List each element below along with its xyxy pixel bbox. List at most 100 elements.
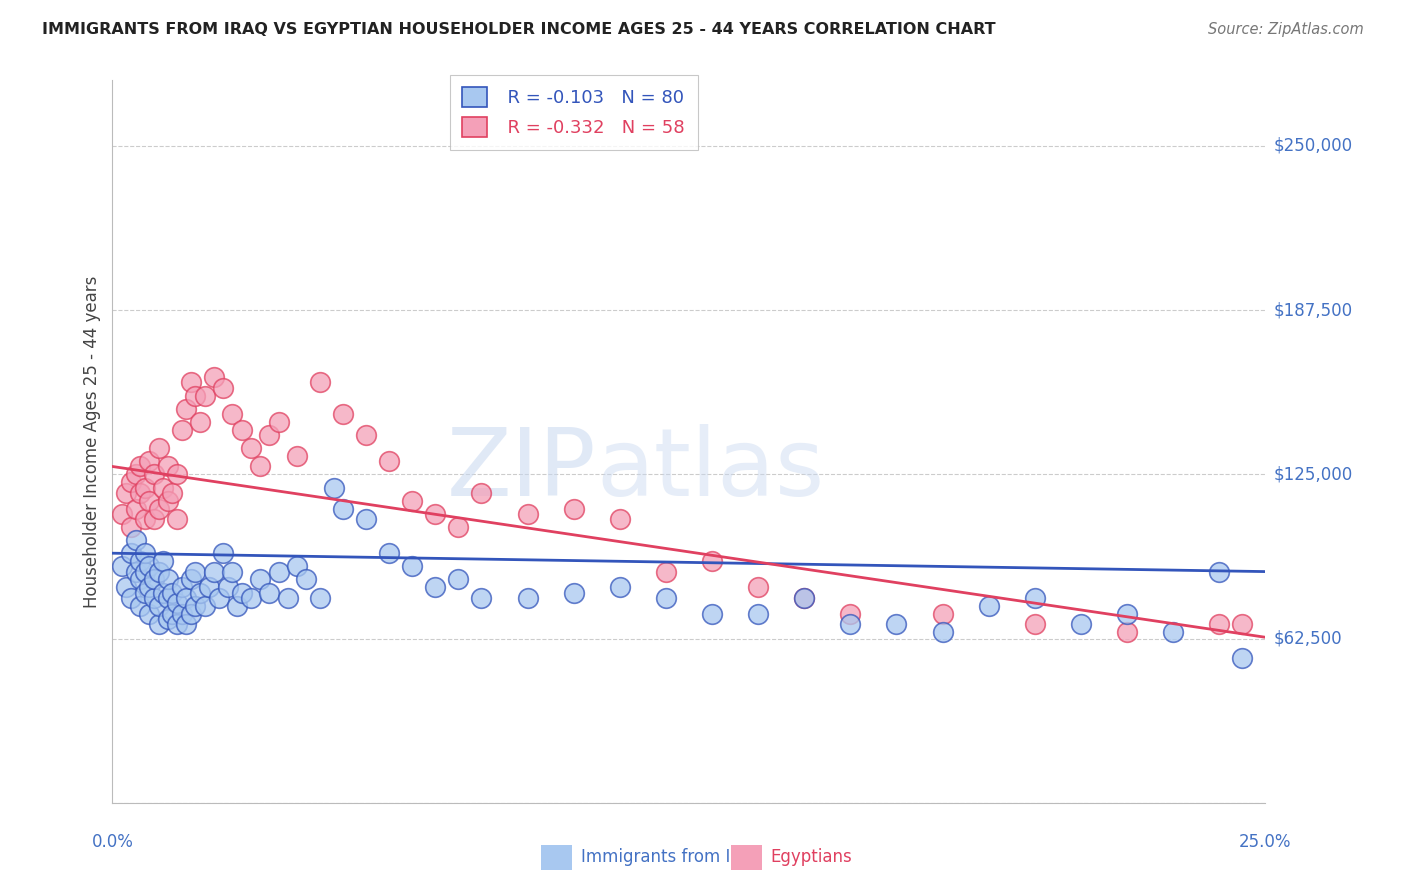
Point xyxy=(174,617,197,632)
Point xyxy=(129,485,152,500)
Point xyxy=(332,407,354,421)
Point xyxy=(156,612,179,626)
Point xyxy=(156,493,179,508)
Point xyxy=(134,481,156,495)
Point xyxy=(700,554,723,568)
Point xyxy=(143,467,166,482)
Point xyxy=(148,565,170,579)
Point xyxy=(378,454,401,468)
Point xyxy=(221,565,243,579)
Point xyxy=(212,546,235,560)
Point xyxy=(562,585,585,599)
Point xyxy=(447,520,470,534)
Point xyxy=(115,485,138,500)
Point xyxy=(180,573,202,587)
Point xyxy=(166,512,188,526)
Point xyxy=(138,454,160,468)
Point xyxy=(148,617,170,632)
Point xyxy=(259,585,281,599)
Point xyxy=(188,415,211,429)
Point xyxy=(148,599,170,613)
Point xyxy=(152,585,174,599)
Y-axis label: Householder Income Ages 25 - 44 years: Householder Income Ages 25 - 44 years xyxy=(83,276,101,607)
Point xyxy=(184,599,207,613)
Point xyxy=(170,423,193,437)
Point xyxy=(239,441,262,455)
Text: Source: ZipAtlas.com: Source: ZipAtlas.com xyxy=(1208,22,1364,37)
Point xyxy=(194,599,217,613)
Point xyxy=(401,493,423,508)
Point xyxy=(259,428,281,442)
Text: $62,500: $62,500 xyxy=(1274,630,1343,648)
Text: 25.0%: 25.0% xyxy=(1239,833,1292,851)
Point xyxy=(839,617,862,632)
Point xyxy=(111,507,134,521)
Point xyxy=(1116,607,1139,621)
Point xyxy=(156,591,179,605)
Point xyxy=(322,481,344,495)
Point xyxy=(124,565,146,579)
Point xyxy=(267,565,290,579)
Point xyxy=(655,591,678,605)
Point xyxy=(156,573,179,587)
Point xyxy=(425,507,447,521)
Point xyxy=(1208,617,1230,632)
Point xyxy=(1070,617,1092,632)
Point xyxy=(354,428,377,442)
Point xyxy=(609,512,631,526)
Point xyxy=(1024,617,1046,632)
Point xyxy=(221,407,243,421)
Point xyxy=(285,559,308,574)
Point xyxy=(152,554,174,568)
Point xyxy=(138,580,160,594)
Point xyxy=(184,565,207,579)
Point xyxy=(202,565,225,579)
Legend:   R = -0.103   N = 80,   R = -0.332   N = 58: R = -0.103 N = 80, R = -0.332 N = 58 xyxy=(450,75,697,150)
Point xyxy=(120,520,142,534)
Point xyxy=(138,607,160,621)
Point xyxy=(194,388,217,402)
Point xyxy=(124,533,146,547)
Point xyxy=(202,370,225,384)
Point xyxy=(378,546,401,560)
Point xyxy=(134,546,156,560)
Point xyxy=(1232,617,1254,632)
Point xyxy=(1024,591,1046,605)
Point xyxy=(886,617,908,632)
Point xyxy=(249,459,271,474)
Point xyxy=(249,573,271,587)
Point xyxy=(111,559,134,574)
Point xyxy=(174,401,197,416)
Point xyxy=(134,585,156,599)
Point xyxy=(277,591,299,605)
Point xyxy=(226,599,249,613)
Point xyxy=(655,565,678,579)
Point xyxy=(332,501,354,516)
Point xyxy=(152,481,174,495)
Point xyxy=(309,376,332,390)
Point xyxy=(129,573,152,587)
Point xyxy=(162,485,184,500)
Point xyxy=(138,493,160,508)
Point xyxy=(148,501,170,516)
Point xyxy=(124,501,146,516)
Point xyxy=(747,580,769,594)
Point xyxy=(839,607,862,621)
Point xyxy=(425,580,447,594)
Point xyxy=(931,607,953,621)
Point xyxy=(134,565,156,579)
Point xyxy=(239,591,262,605)
Point xyxy=(931,625,953,640)
Text: 0.0%: 0.0% xyxy=(91,833,134,851)
Point xyxy=(170,607,193,621)
Point xyxy=(1208,565,1230,579)
Point xyxy=(120,591,142,605)
Point xyxy=(166,596,188,610)
Text: ZIP: ZIP xyxy=(447,425,596,516)
Point xyxy=(470,591,492,605)
Point xyxy=(231,585,253,599)
Point xyxy=(198,580,221,594)
Point xyxy=(143,591,166,605)
Point xyxy=(166,467,188,482)
Point xyxy=(138,559,160,574)
